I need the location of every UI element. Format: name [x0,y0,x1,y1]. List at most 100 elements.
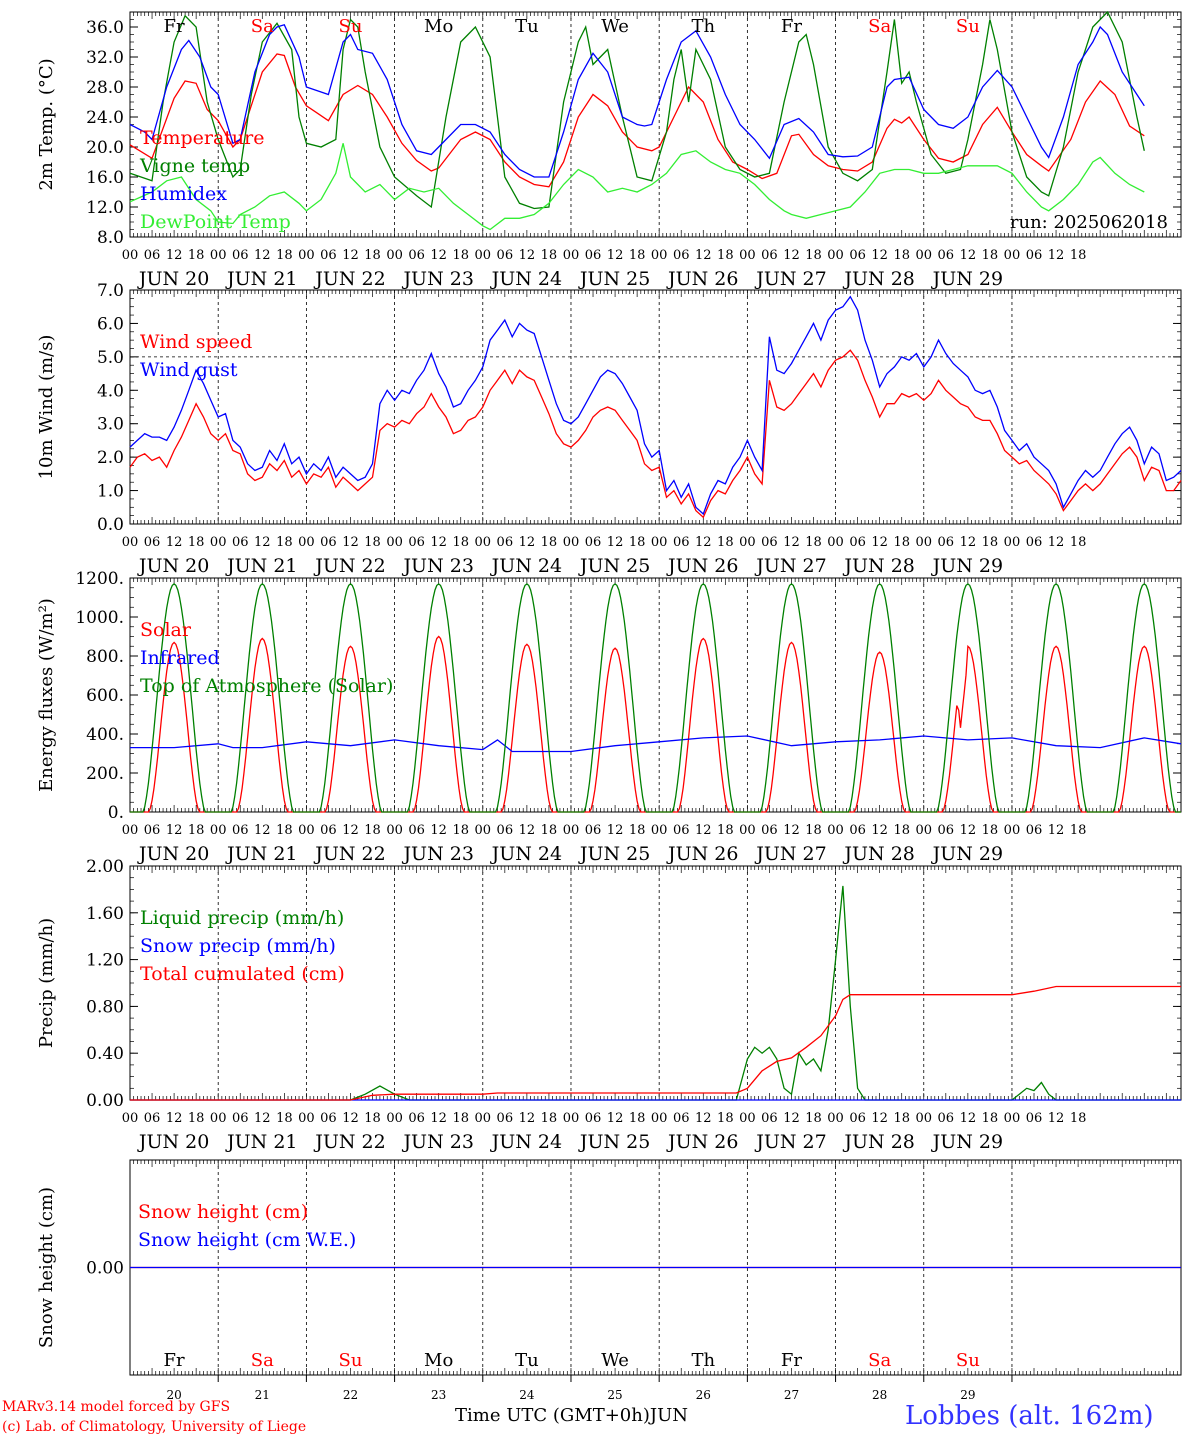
legend-entry: Snow height (cm) [138,1201,308,1223]
legend-entry: Snow height (cm W.E.) [138,1229,356,1251]
hour-tick-label: 18 [364,823,381,838]
day-name-top: Mo [424,16,453,37]
hour-tick-label: 06 [497,535,514,550]
hour-tick-label: 00 [1004,1111,1021,1126]
y-tick-label: 1.0 [97,482,124,502]
hour-tick-label: 18 [364,535,381,550]
y-tick-label: 32.0 [86,48,124,68]
y-tick-label: 28.0 [86,78,124,98]
hour-tick-label: 12 [342,1111,359,1126]
y-tick-label: 24.0 [86,108,124,128]
hour-tick-label: 12 [519,248,536,263]
hour-tick-label: 18 [541,823,558,838]
hour-tick-label: 18 [982,823,999,838]
date-label: JUN 26 [666,555,738,577]
hour-tick-label: 12 [430,823,447,838]
y-tick-label: 8.0 [97,228,124,248]
hour-tick-label: 00 [122,248,139,263]
hour-tick-label: 00 [210,823,227,838]
hour-tick-label: 18 [805,535,822,550]
hour-tick-label: 00 [651,535,668,550]
y-tick-label: 0.00 [86,1259,124,1279]
day-name-top: Tu [515,16,539,37]
hour-tick-label: 12 [430,1111,447,1126]
hour-tick-label: 12 [695,535,712,550]
date-label: JUN 23 [401,843,473,865]
day-name-bottom: Tu [515,1350,539,1371]
hour-tick-label: 18 [276,1111,293,1126]
day-name-top: Fr [781,16,802,37]
hour-tick-label: 00 [827,248,844,263]
hour-tick-label: 06 [585,248,602,263]
y-tick-label: 7.0 [97,281,124,301]
y-tick-label: 800. [86,647,124,667]
hour-tick-label: 18 [893,248,910,263]
day-number: 27 [784,1388,799,1402]
date-label: JUN 22 [313,555,385,577]
day-number: 21 [255,1388,270,1402]
date-label: JUN 26 [666,1131,738,1153]
hour-tick-label: 00 [210,248,227,263]
hour-tick-label: 00 [915,823,932,838]
hour-tick-label: 06 [320,535,337,550]
series-line-total-cumulated-cm- [130,985,1181,1101]
date-label: JUN 23 [401,268,473,290]
hour-tick-label: 12 [607,248,624,263]
day-number: 26 [696,1388,711,1402]
hour-tick-label: 12 [519,535,536,550]
hour-tick-label: 00 [122,823,139,838]
hour-tick-label: 06 [849,823,866,838]
y-tick-label: 400. [86,725,124,745]
legend-entry: Temperature [140,127,264,149]
hour-tick-label: 18 [893,535,910,550]
hour-tick-label: 12 [783,823,800,838]
hour-tick-label: 00 [651,1111,668,1126]
legend-entry: Solar [140,619,192,641]
day-number: 28 [872,1388,887,1402]
hour-tick-label: 18 [452,823,469,838]
day-number: 22 [343,1388,358,1402]
hour-tick-label: 00 [563,823,580,838]
hour-tick-label: 06 [673,248,690,263]
hour-tick-label: 06 [497,1111,514,1126]
hour-tick-label: 18 [1070,248,1087,263]
date-label: JUN 21 [225,843,297,865]
hour-tick-label: 00 [827,535,844,550]
hour-tick-label: 00 [563,535,580,550]
panel-frame [129,289,1182,525]
hour-tick-label: 18 [541,1111,558,1126]
hour-tick-label: 06 [1026,823,1043,838]
hour-tick-label: 06 [497,248,514,263]
hour-tick-label: 12 [960,823,977,838]
hour-tick-label: 12 [342,823,359,838]
y-tick-label: 16.0 [86,168,124,188]
legend-entry: Top of Atmosphere (Solar) [140,675,393,697]
hour-tick-label: 06 [761,823,778,838]
hour-tick-label: 18 [188,823,205,838]
date-label: JUN 24 [490,1131,562,1153]
date-label: JUN 25 [578,555,650,577]
hour-tick-label: 00 [739,1111,756,1126]
hour-tick-label: 18 [629,1111,646,1126]
hour-tick-label: 06 [232,1111,249,1126]
hour-tick-label: 06 [761,535,778,550]
hour-tick-label: 06 [938,535,955,550]
hour-tick-label: 06 [320,1111,337,1126]
hour-tick-label: 06 [232,535,249,550]
hour-tick-label: 00 [475,823,492,838]
date-label: JUN 21 [225,268,297,290]
hour-tick-label: 00 [915,248,932,263]
date-label: JUN 22 [313,268,385,290]
date-label: JUN 26 [666,268,738,290]
date-label: JUN 27 [754,1131,826,1153]
hour-tick-label: 12 [960,535,977,550]
hour-tick-label: 06 [938,823,955,838]
legend-entry: DewPoint Temp [140,211,291,233]
hour-tick-label: 12 [342,248,359,263]
legend-entry: Snow precip (mm/h) [140,935,336,957]
legend-entry: Vigne temp [139,155,250,177]
hour-tick-label: 12 [695,1111,712,1126]
time-axis-text: Time UTC (GMT+0h) [455,1405,650,1426]
day-name-bottom: Fr [164,1350,185,1371]
time-axis-label: Time UTC (GMT+0h)JUN [455,1405,688,1426]
